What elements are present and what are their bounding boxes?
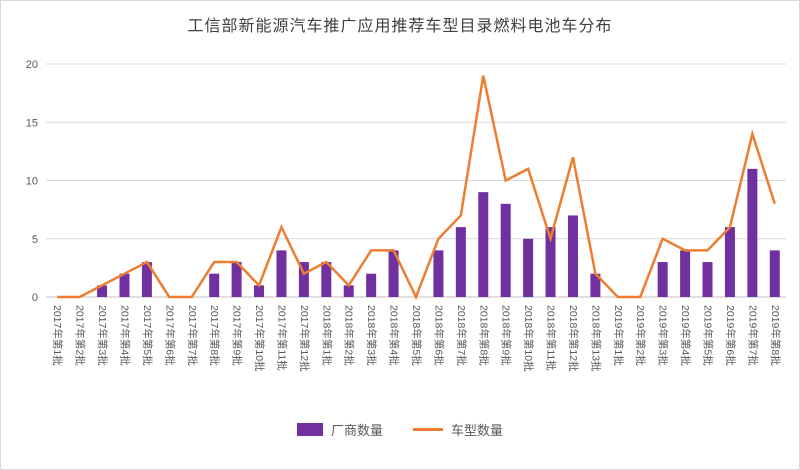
x-tick-label: 2019年第3批	[657, 305, 670, 366]
bar	[523, 238, 534, 297]
x-tick-label: 2019年第5批	[702, 305, 715, 366]
bar	[747, 168, 758, 297]
bar	[455, 227, 466, 297]
x-tick-label: 2017年第11批	[275, 305, 288, 371]
bar	[567, 215, 578, 297]
bar	[500, 203, 511, 297]
x-tick-label: 2017年第3批	[96, 305, 109, 366]
x-tick-label: 2017年第9批	[231, 305, 244, 366]
bar	[119, 273, 130, 297]
line-series	[57, 75, 776, 301]
bar	[231, 262, 242, 297]
bar	[97, 285, 108, 297]
bar	[298, 262, 309, 297]
legend-item-manufacturers: 厂商数量	[296, 420, 383, 439]
bar	[702, 262, 713, 297]
chart-legend: 厂商数量 车型数量	[296, 420, 503, 439]
y-tick-label: 10	[26, 176, 38, 188]
bar	[769, 250, 780, 297]
x-tick-label: 2017年第12批	[298, 305, 311, 372]
x-tick-label: 2018年第7批	[455, 305, 468, 366]
x-tick-label: 2017年第4批	[118, 305, 131, 366]
bar	[590, 273, 601, 297]
bar	[254, 285, 265, 297]
x-tick-label: 2017年第7批	[186, 305, 199, 366]
bar-series-swatch	[296, 423, 323, 436]
bar	[478, 192, 489, 297]
bar	[366, 273, 377, 297]
y-tick-label: 5	[32, 234, 38, 246]
legend-item-models: 车型数量	[413, 420, 503, 439]
x-tick-label: 2019年第1批	[612, 305, 625, 366]
bar	[209, 273, 220, 297]
x-tick-label: 2018年第4批	[388, 305, 401, 366]
legend-label-manufacturers: 厂商数量	[330, 423, 383, 438]
x-tick-label: 2018年第11批	[545, 305, 558, 371]
x-tick-label: 2018年第1批	[320, 305, 333, 366]
x-tick-label: 2018年第8批	[477, 305, 490, 366]
bar	[388, 250, 399, 297]
x-tick-label: 2018年第13批	[589, 305, 602, 372]
y-tick-label: 15	[26, 117, 38, 129]
y-tick-label: 0	[32, 292, 38, 304]
x-tick-label: 2018年第3批	[365, 305, 378, 366]
x-tick-label: 2019年第4批	[679, 305, 692, 366]
bar	[724, 227, 735, 297]
x-tick-label: 2018年第10批	[522, 305, 535, 372]
bar	[343, 285, 354, 297]
combo-chart-plot: 0 5 10 15 20 2017年第1批 2017年第2批 2017年第3批 2017年第4批…	[26, 59, 786, 372]
x-tick-label: 2017年第10批	[253, 305, 266, 372]
x-tick-label: 2018年第6批	[432, 305, 445, 366]
chart-title: 工信部新能源汽车推广应用推荐车型目录燃料电池车分布	[187, 18, 613, 35]
x-tick-label: 2018年第5批	[410, 305, 423, 366]
x-tick-label: 2017年第2批	[74, 305, 87, 366]
x-tick-label: 2018年第2批	[343, 305, 356, 366]
bar	[657, 262, 668, 297]
x-tick-label: 2019年第6批	[724, 305, 737, 366]
x-tick-label: 2017年第6批	[163, 305, 176, 366]
y-tick-label: 20	[26, 59, 38, 71]
bar	[141, 262, 152, 297]
bar	[680, 250, 691, 297]
x-tick-label: 2019年第7批	[746, 305, 759, 366]
x-tick-label: 2017年第8批	[208, 305, 221, 366]
line-series-swatch	[413, 428, 443, 431]
x-tick-label: 2019年第8批	[769, 305, 782, 366]
legend-label-models: 车型数量	[451, 423, 504, 438]
bar	[321, 262, 332, 297]
x-tick-label: 2018年第9批	[500, 305, 513, 366]
x-tick-label: 2017年第5批	[141, 305, 154, 366]
x-tick-label: 2017年第1批	[51, 305, 64, 366]
bar	[276, 250, 287, 297]
bar	[433, 250, 444, 297]
bar	[545, 227, 556, 297]
x-tick-label: 2019年第2批	[634, 305, 647, 366]
x-tick-label: 2018年第12批	[567, 305, 580, 372]
